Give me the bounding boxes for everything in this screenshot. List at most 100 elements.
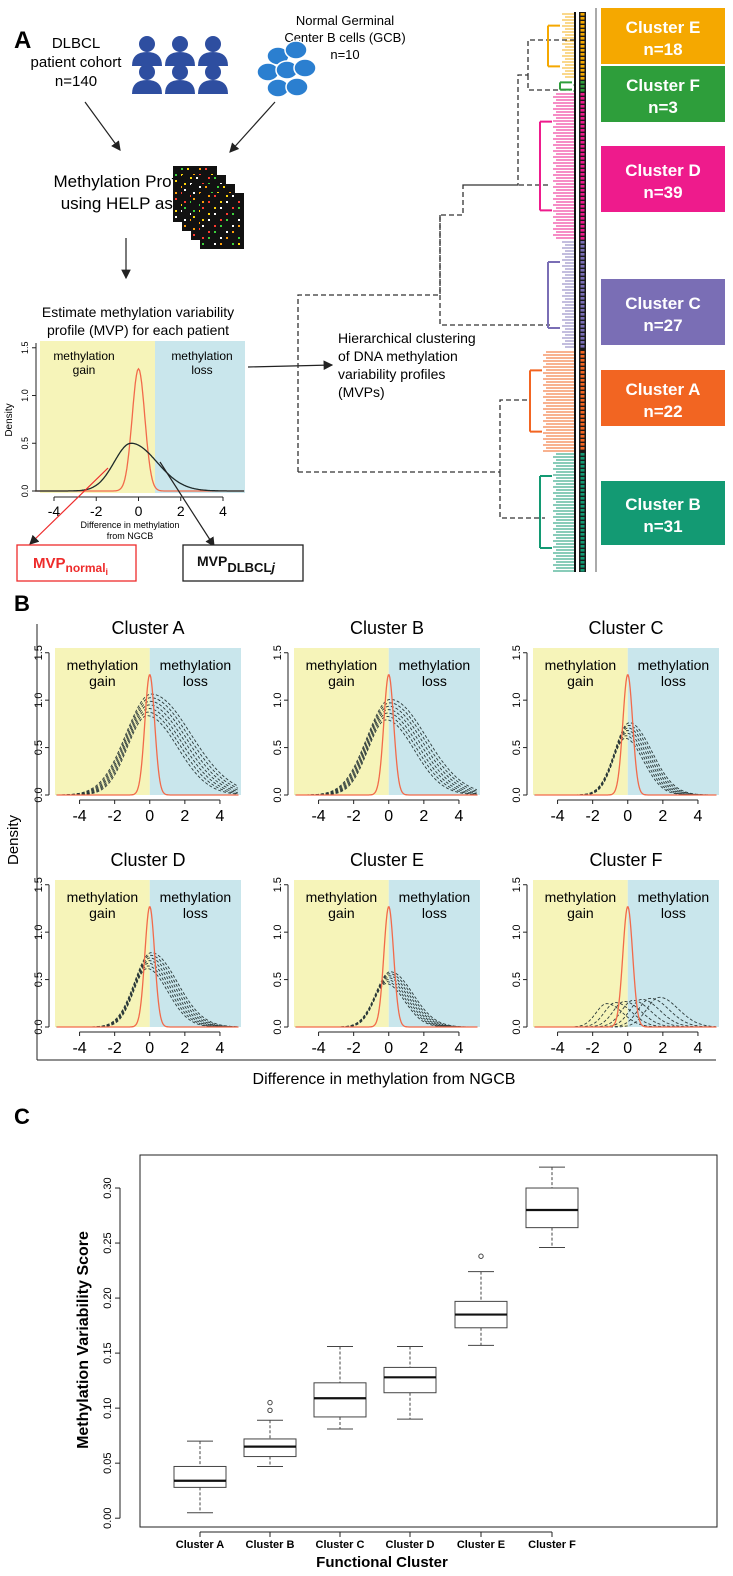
b-gain-1: methylation bbox=[67, 657, 139, 673]
cluster-label-n: n=31 bbox=[643, 517, 682, 536]
b-ytick: 1.5 bbox=[33, 645, 45, 660]
b-ytick: 0.5 bbox=[511, 740, 523, 755]
b-xtick: 0 bbox=[623, 808, 632, 825]
b-sample-curve bbox=[56, 704, 238, 796]
panel-a: A DLBCL patient cohort n=140 Normal Germ… bbox=[4, 8, 725, 582]
c-xtick: Cluster E bbox=[457, 1539, 505, 1551]
c-ytick: 0.10 bbox=[102, 1397, 114, 1418]
cluster-bar-cell bbox=[580, 209, 585, 212]
panel-a-letter: A bbox=[14, 27, 31, 54]
c-box bbox=[383, 1346, 437, 1420]
b-xtick: 2 bbox=[658, 808, 667, 825]
b-xtick: -2 bbox=[108, 808, 122, 825]
cluster-color-bar bbox=[580, 13, 585, 572]
b-ytick: 1.0 bbox=[272, 925, 284, 940]
inset-ytick: 0.5 bbox=[20, 437, 30, 450]
cluster-bar-cell bbox=[580, 97, 585, 100]
cluster-bar-cell bbox=[580, 465, 585, 468]
b-plot-title: Cluster A bbox=[111, 618, 184, 638]
cluster-bar-cell bbox=[580, 185, 585, 188]
b-ytick: 1.5 bbox=[272, 645, 284, 660]
cluster-bar-cell bbox=[580, 415, 585, 418]
cluster-label-name: Cluster E bbox=[626, 18, 701, 37]
cluster-bar-cell bbox=[580, 173, 585, 176]
cluster-bar-cell bbox=[580, 561, 585, 564]
b-normal-curve bbox=[295, 674, 478, 796]
b-xtick: 0 bbox=[145, 808, 154, 825]
cluster-bar-cell bbox=[580, 301, 585, 304]
cluster-bar-cell bbox=[580, 181, 585, 184]
b-ytick: 0.5 bbox=[33, 740, 45, 755]
c-ytick: 0.15 bbox=[102, 1342, 114, 1363]
b-density-plot: Cluster Amethylationgainmethylationloss0… bbox=[33, 618, 241, 825]
c-box bbox=[525, 1166, 579, 1248]
cluster-label-box bbox=[601, 66, 725, 122]
dendrogram-branch bbox=[559, 81, 572, 91]
cluster-bar-cell bbox=[580, 257, 585, 260]
inset-xtick: 2 bbox=[177, 503, 185, 519]
b-density-plot: Cluster Emethylationgainmethylationloss0… bbox=[272, 850, 480, 1057]
b-sample-curve bbox=[56, 708, 238, 796]
dendrogram-branch bbox=[539, 475, 552, 549]
cluster-bar-cell bbox=[580, 521, 585, 524]
cluster-bar-cell bbox=[580, 273, 585, 276]
inset-ytick: 1.0 bbox=[20, 389, 30, 402]
inset-plot: methylation gain methylation loss 0.0 0.5… bbox=[4, 341, 245, 541]
cluster-bar-cell bbox=[580, 345, 585, 348]
mvp-normal-box bbox=[16, 544, 137, 582]
cluster-bar-cell bbox=[580, 285, 585, 288]
cluster-bar-cell bbox=[580, 545, 585, 548]
cluster-bar-cell bbox=[580, 225, 585, 228]
cluster-bar-cell bbox=[580, 517, 585, 520]
cluster-bar-cell bbox=[580, 477, 585, 480]
cluster-bar-cell bbox=[580, 379, 585, 382]
cluster-bar-cell bbox=[580, 157, 585, 160]
cluster-bar-cell bbox=[580, 443, 585, 446]
cluster-bar-cell bbox=[580, 261, 585, 264]
cluster-bar-cell bbox=[580, 85, 585, 88]
cluster-bar-cell bbox=[580, 213, 585, 216]
arrow-hier bbox=[247, 360, 334, 370]
b-xtick: -2 bbox=[347, 1040, 361, 1057]
cluster-bar-cell bbox=[580, 25, 585, 28]
cluster-bar-cell bbox=[580, 201, 585, 204]
cluster-bar-cell bbox=[580, 309, 585, 312]
b-ytick: 1.0 bbox=[511, 693, 523, 708]
cluster-bar-cell bbox=[580, 177, 585, 180]
cluster-bar-cell bbox=[580, 197, 585, 200]
inset-xtick: -2 bbox=[90, 503, 103, 519]
normal-line3: n=10 bbox=[330, 47, 359, 62]
b-loss-2: loss bbox=[422, 673, 447, 689]
b-xtick: 4 bbox=[215, 808, 224, 825]
cluster-bar-cell bbox=[580, 221, 585, 224]
b-plot-title: Cluster B bbox=[350, 618, 424, 638]
b-plot-title: Cluster E bbox=[350, 850, 424, 870]
c-ytick: 0.05 bbox=[102, 1452, 114, 1473]
c-xtick: Cluster F bbox=[528, 1539, 576, 1551]
estimate-line2: profile (MVP) for each patient bbox=[47, 322, 229, 338]
cluster-labels: Cluster E n=18 Cluster F n=3 Cluster D n=39 Cl… bbox=[601, 8, 725, 545]
b-ytick: 1.0 bbox=[33, 925, 45, 940]
b-xtick: 2 bbox=[419, 1040, 428, 1057]
cluster-label-box bbox=[601, 279, 725, 345]
cluster-bar-cell bbox=[580, 525, 585, 528]
b-xtick: 2 bbox=[658, 1040, 667, 1057]
b-ytick: 1.0 bbox=[511, 925, 523, 940]
cluster-bar-cell bbox=[580, 33, 585, 36]
b-xtick: 4 bbox=[693, 1040, 702, 1057]
cluster-bar-cell bbox=[580, 49, 585, 52]
cluster-bar-cell bbox=[580, 141, 585, 144]
cluster-bar-cell bbox=[580, 305, 585, 308]
cluster-bar-cell bbox=[580, 481, 585, 484]
cluster-bar-cell bbox=[580, 21, 585, 24]
cluster-bar-cell bbox=[580, 17, 585, 20]
b-ytick: 0.5 bbox=[33, 972, 45, 987]
cluster-label-box bbox=[601, 481, 725, 545]
cluster-bar-cell bbox=[580, 149, 585, 152]
cluster-bar-cell bbox=[580, 165, 585, 168]
cluster-bar-cell bbox=[580, 329, 585, 332]
b-gain-1: methylation bbox=[67, 889, 139, 905]
cluster-bar-cell bbox=[580, 277, 585, 280]
cluster-bar-cell bbox=[580, 265, 585, 268]
